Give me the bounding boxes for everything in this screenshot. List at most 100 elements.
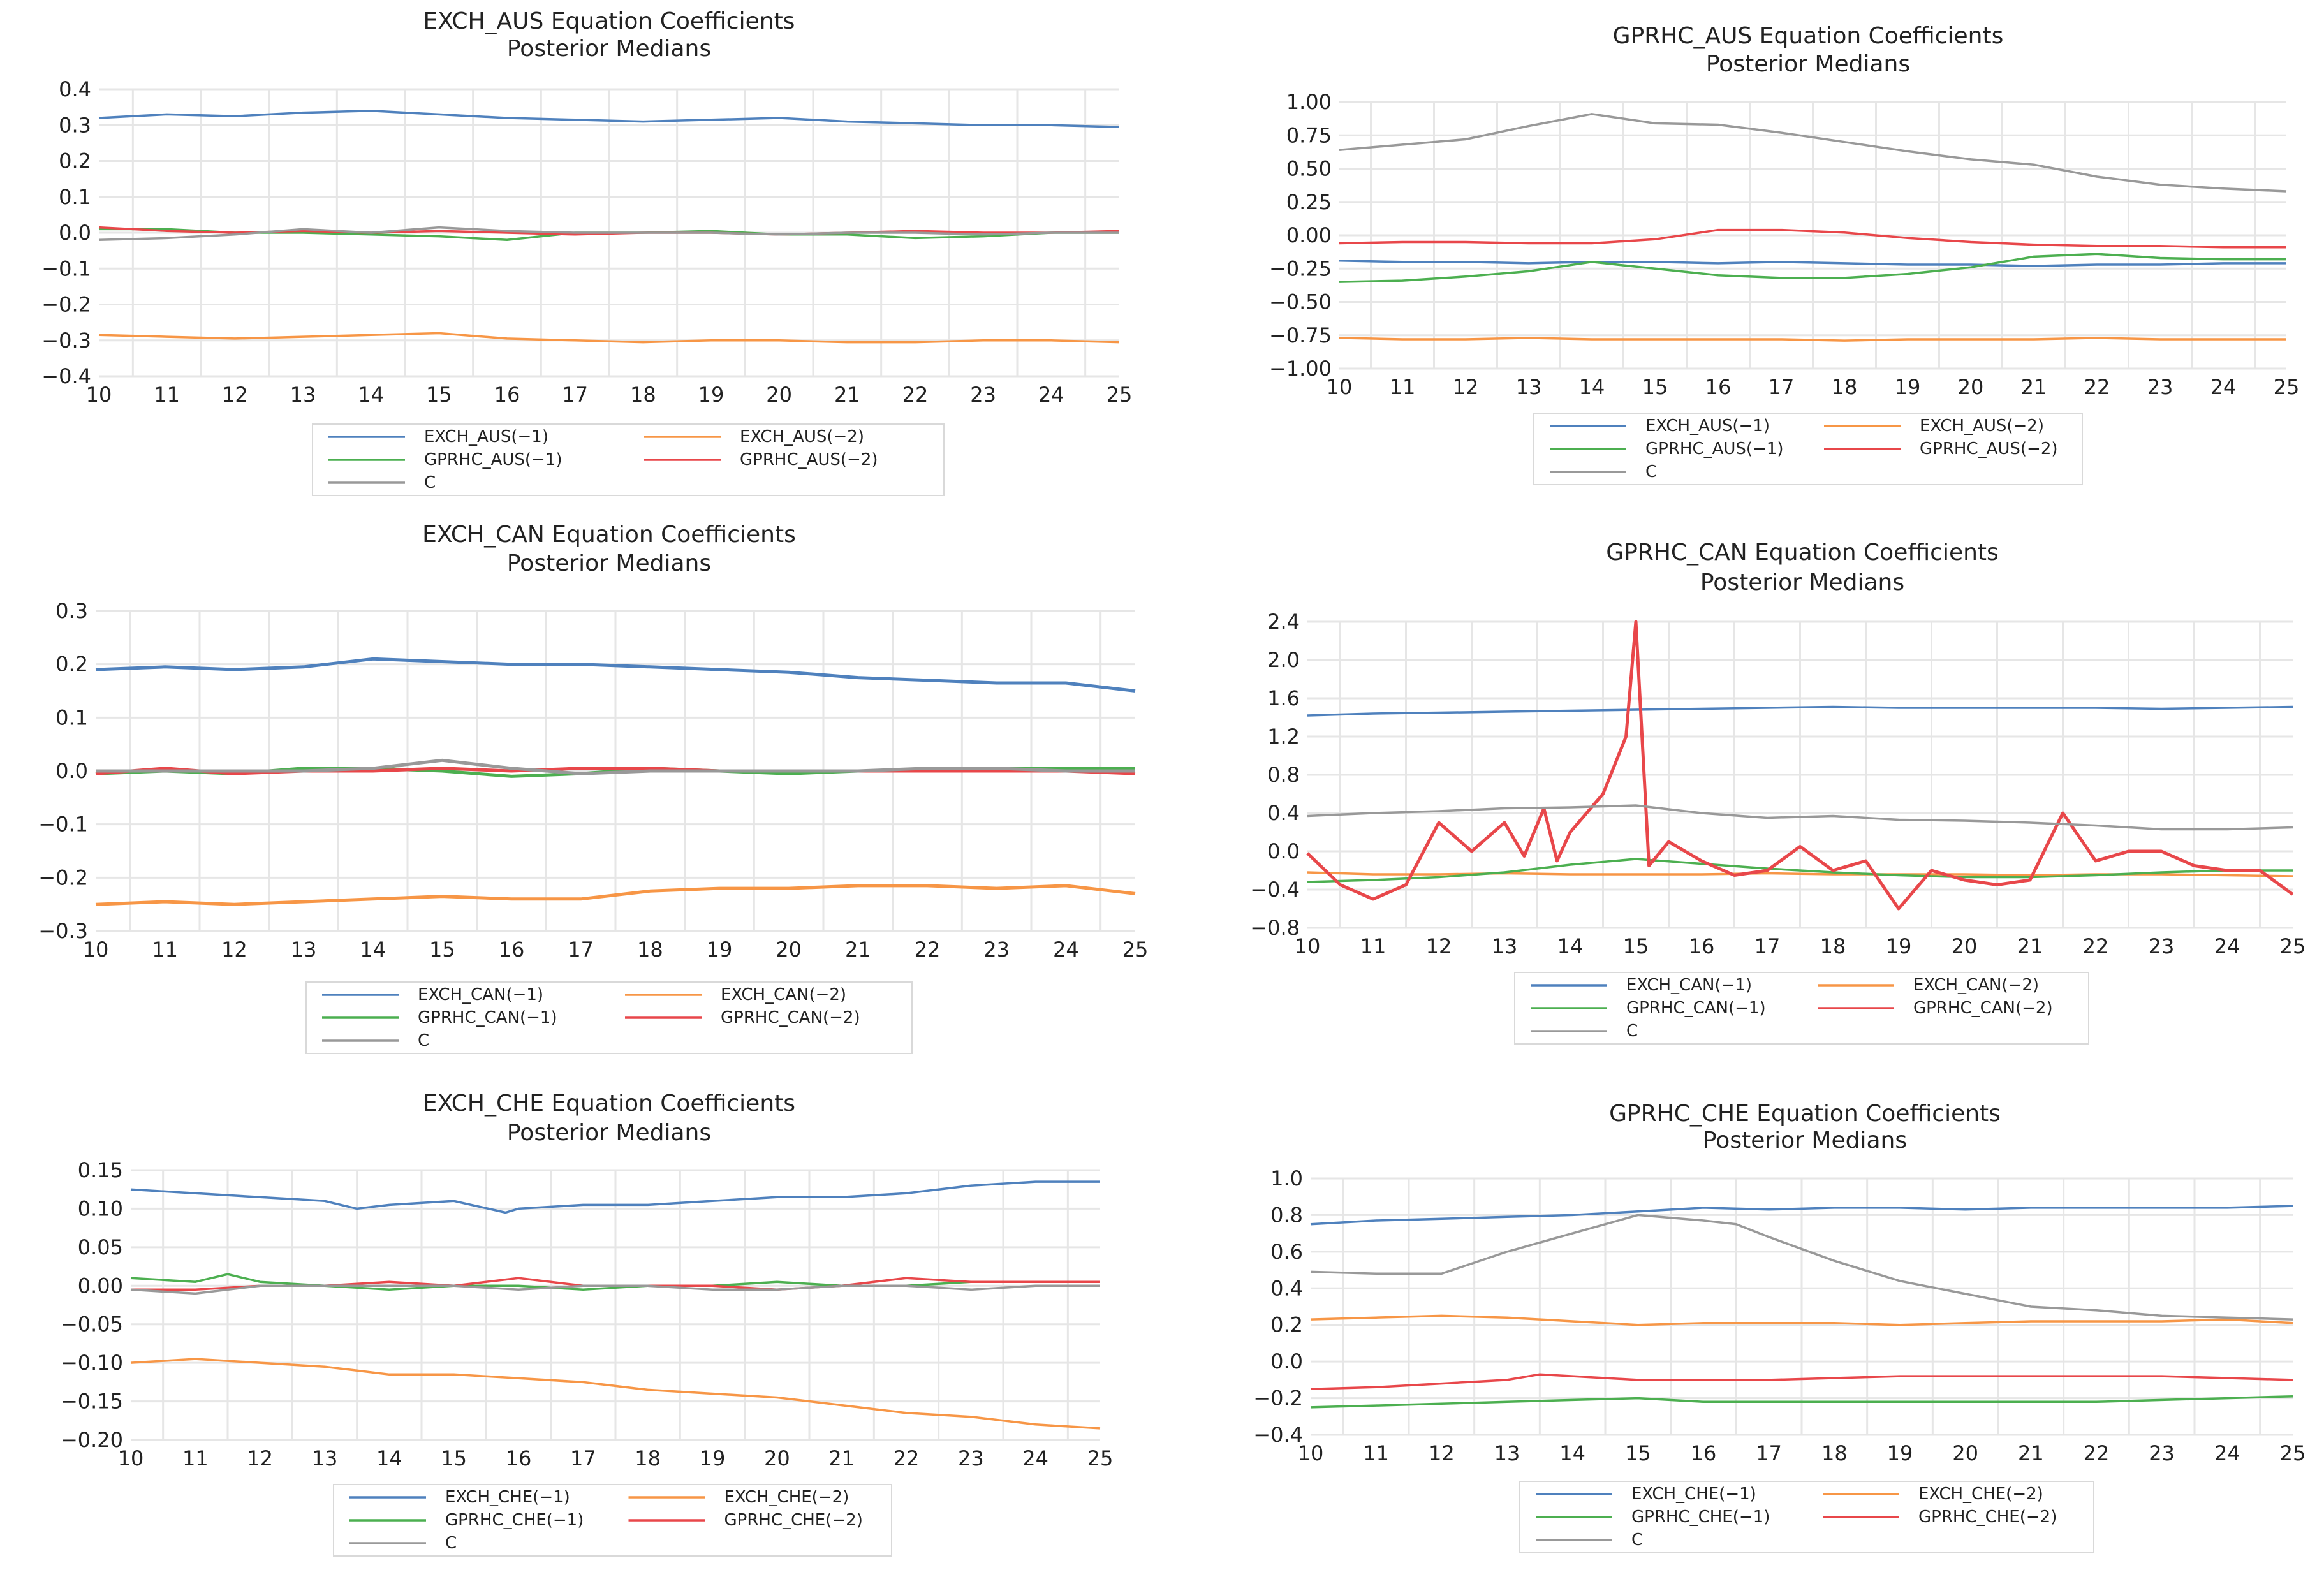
- x-tick-label: 16: [1689, 934, 1715, 958]
- series-line: [98, 332, 1120, 344]
- x-tick-label: 23: [970, 383, 996, 407]
- x-tick-label: 15: [429, 937, 455, 962]
- legend-frame: [305, 981, 913, 1054]
- y-tick-label: −0.4: [1250, 877, 1300, 902]
- x-tick-label: 13: [290, 383, 316, 407]
- x-tick-label: 22: [2083, 934, 2109, 958]
- series-line: [1306, 620, 2294, 911]
- series-line: [1339, 259, 2286, 267]
- y-tick-label: 0.3: [55, 599, 88, 623]
- series-line: [130, 1358, 1101, 1430]
- y-tick-label: −0.2: [38, 865, 88, 890]
- y-tick-label: 2.0: [1267, 648, 1300, 672]
- y-tick-label: −0.8: [1250, 916, 1300, 940]
- x-tick-label: 10: [83, 937, 109, 962]
- x-tick-label: 20: [1952, 934, 1978, 958]
- x-tick-label: 14: [1557, 934, 1584, 958]
- series-line: [1310, 1373, 2293, 1390]
- y-tick-label: −0.75: [1269, 323, 1332, 348]
- y-tick-label: −0.2: [1253, 1386, 1303, 1411]
- x-tick-label: 20: [1958, 375, 1984, 399]
- x-tick-label: 21: [834, 383, 860, 407]
- x-tick-label: 15: [1625, 1441, 1651, 1465]
- series-line: [1307, 804, 2293, 831]
- y-tick-label: 0.8: [1270, 1203, 1303, 1227]
- y-tick-label: 0.15: [78, 1158, 123, 1182]
- chart-subtitle: Posterior Medians: [507, 1120, 711, 1146]
- x-tick-label: 10: [86, 383, 112, 407]
- x-tick-label: 12: [1429, 1441, 1455, 1465]
- y-tick-label: 1.00: [1286, 90, 1332, 114]
- x-tick-label: 24: [2214, 934, 2240, 958]
- chart-title: GPRHC_CHE Equation Coefficients: [1609, 1101, 2001, 1127]
- legend-label: GPRHC_CAN(−2): [1913, 999, 2053, 1018]
- series-line: [1310, 1214, 2293, 1321]
- x-tick-label: 11: [1390, 375, 1416, 399]
- legend-label: C: [1645, 462, 1657, 481]
- y-tick-label: 0.6: [1270, 1240, 1303, 1264]
- x-tick-label: 18: [635, 1446, 661, 1471]
- x-tick-label: 11: [154, 383, 180, 407]
- x-tick-label: 16: [499, 937, 525, 962]
- y-tick-label: −0.4: [41, 364, 91, 388]
- y-tick-label: 0.50: [1286, 157, 1332, 181]
- series-line: [98, 226, 1119, 242]
- chart-title: GPRHC_CAN Equation Coefficients: [1606, 539, 1999, 566]
- y-tick-label: 0.3: [59, 113, 91, 137]
- chart-legend: EXCH_CAN(−1) EXCH_CAN(−2) GPRHC_CAN(−1) GPR…: [1514, 972, 2089, 1045]
- x-tick-label: 19: [707, 937, 733, 962]
- x-tick-label: 17: [1769, 375, 1795, 399]
- legend-label: EXCH_CAN(−1): [1626, 976, 1752, 995]
- y-tick-label: 0.4: [1270, 1276, 1303, 1300]
- x-tick-label: 18: [1820, 934, 1846, 958]
- y-tick-label: 2.4: [1267, 610, 1300, 634]
- chart-legend: EXCH_AUS(−1) EXCH_AUS(−2) GPRHC_AUS(−1) GPR…: [312, 423, 945, 496]
- x-tick-label: 19: [1887, 1441, 1913, 1465]
- x-tick-label: 15: [426, 383, 452, 407]
- x-tick-label: 13: [312, 1446, 338, 1471]
- x-tick-label: 25: [2280, 934, 2306, 958]
- x-tick-label: 18: [1821, 1441, 1848, 1465]
- series-line: [1339, 337, 2286, 342]
- y-tick-label: 0.0: [1270, 1349, 1303, 1374]
- y-tick-label: −0.1: [41, 256, 91, 281]
- legend-label: EXCH_CAN(−2): [721, 985, 846, 1004]
- x-tick-label: 23: [2147, 375, 2173, 399]
- x-tick-label: 22: [2084, 1441, 2110, 1465]
- x-tick-label: 17: [1756, 1441, 1782, 1465]
- chart-legend: EXCH_CHE(−1) EXCH_CHE(−2) GPRHC_CHE(−1) GPR…: [333, 1484, 892, 1557]
- y-tick-label: 0.0: [55, 759, 88, 783]
- x-tick-label: 25: [1122, 937, 1149, 962]
- x-tick-label: 25: [1087, 1446, 1114, 1471]
- x-tick-label: 19: [1895, 375, 1921, 399]
- x-tick-label: 19: [698, 383, 724, 407]
- series-line: [1310, 1314, 2293, 1326]
- x-tick-label: 13: [291, 937, 317, 962]
- y-tick-label: −0.10: [61, 1351, 123, 1375]
- y-tick-label: 0.05: [78, 1235, 123, 1259]
- x-tick-label: 21: [2017, 934, 2043, 958]
- x-tick-label: 19: [1886, 934, 1912, 958]
- x-tick-label: 12: [222, 383, 248, 407]
- chart-title: EXCH_CHE Equation Coefficients: [423, 1090, 795, 1117]
- x-tick-label: 20: [766, 383, 792, 407]
- legend-frame: [1514, 972, 2089, 1045]
- x-tick-label: 25: [1107, 383, 1133, 407]
- legend-label: GPRHC_AUS(−2): [740, 450, 878, 469]
- x-tick-label: 25: [2280, 1441, 2306, 1465]
- legend-label: C: [418, 1031, 429, 1050]
- legend-label: GPRHC_CHE(−1): [445, 1511, 584, 1530]
- y-tick-label: 0.10: [78, 1196, 123, 1221]
- chart-panel: GPRHC_CHE Equation CoefficientsPosterior…: [1253, 1101, 2306, 1553]
- chart-subtitle: Posterior Medians: [1703, 1127, 1907, 1154]
- y-tick-label: −0.3: [41, 328, 91, 353]
- x-tick-label: 12: [221, 937, 247, 962]
- x-tick-label: 11: [182, 1446, 209, 1471]
- y-tick-label: 0.4: [1267, 801, 1300, 825]
- y-tick-label: −1.00: [1269, 356, 1332, 381]
- x-tick-label: 10: [118, 1446, 144, 1471]
- x-tick-label: 20: [776, 937, 802, 962]
- y-tick-label: 0.4: [59, 77, 91, 101]
- legend-label: C: [1631, 1530, 1643, 1550]
